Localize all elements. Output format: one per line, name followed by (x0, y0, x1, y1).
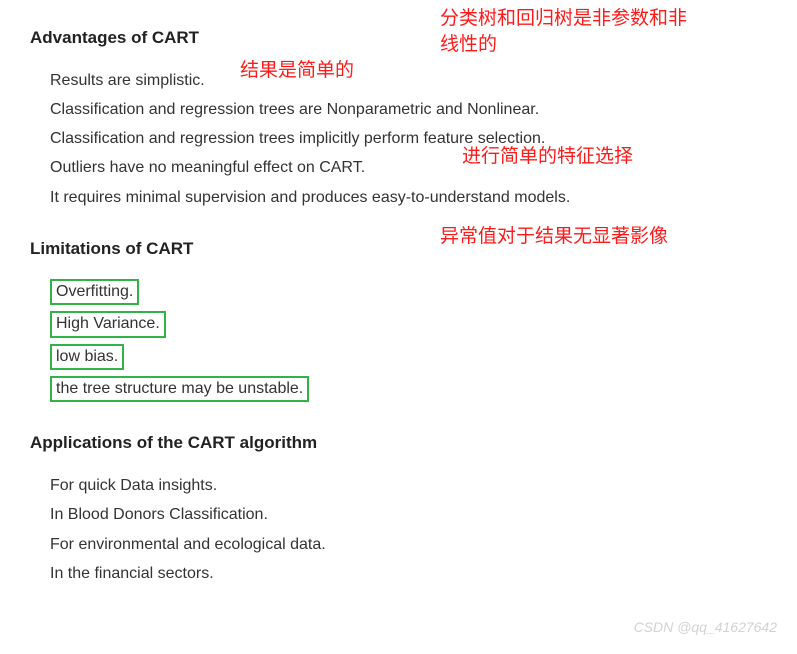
limitations-item: Overfitting. (50, 278, 767, 308)
applications-list: For quick Data insights. In Blood Donors… (50, 472, 767, 587)
watermark: CSDN @qq_41627642 (634, 616, 777, 640)
annotation-outliers: 异常值对于结果无显著影像 (440, 224, 700, 250)
item-text: For environmental and ecological data. (50, 531, 326, 558)
item-text: In the financial sectors. (50, 560, 214, 587)
advantages-item: It requires minimal supervision and prod… (50, 184, 767, 211)
item-text-boxed: Overfitting. (50, 279, 139, 305)
item-text-boxed: the tree structure may be unstable. (50, 376, 309, 402)
applications-item: In Blood Donors Classification. (50, 501, 767, 528)
advantages-list: Results are simplistic. Classification a… (50, 67, 767, 211)
item-text-boxed: low bias. (50, 344, 124, 370)
applications-item: For environmental and ecological data. (50, 531, 767, 558)
limitations-list: Overfitting. High Variance. low bias. th… (50, 278, 767, 406)
applications-item: In the financial sectors. (50, 560, 767, 587)
item-text-boxed: High Variance. (50, 311, 166, 337)
applications-item: For quick Data insights. (50, 472, 767, 499)
limitations-item: the tree structure may be unstable. (50, 375, 767, 405)
applications-heading: Applications of the CART algorithm (30, 429, 767, 458)
annotation-results-simple: 结果是简单的 (240, 58, 440, 84)
item-text: Results are simplistic. (50, 67, 205, 94)
item-text: Outliers have no meaningful effect on CA… (50, 154, 365, 181)
limitations-item: High Variance. (50, 310, 767, 340)
item-text: In Blood Donors Classification. (50, 501, 268, 528)
annotation-feature-selection: 进行简单的特征选择 (462, 144, 692, 170)
item-text: For quick Data insights. (50, 472, 217, 499)
item-text: It requires minimal supervision and prod… (50, 184, 570, 211)
limitations-item: low bias. (50, 343, 767, 373)
item-text: Classification and regression trees are … (50, 96, 539, 123)
annotation-nonparametric: 分类树和回归树是非参数和非线性的 (440, 6, 700, 57)
advantages-item: Classification and regression trees are … (50, 96, 767, 123)
